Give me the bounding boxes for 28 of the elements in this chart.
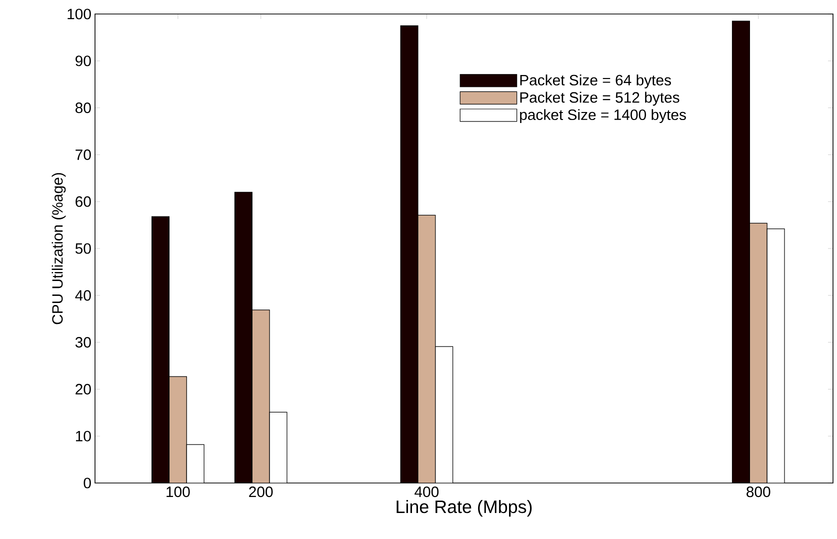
y-tick-label: 60 <box>76 196 91 207</box>
y-tick-label: 10 <box>76 430 91 442</box>
x-tick-label: 400 <box>414 486 439 498</box>
bar <box>234 192 252 484</box>
y-tick-label: 70 <box>76 149 91 160</box>
y-axis-title: CPU Utilization (%age) <box>52 173 66 324</box>
bar <box>400 25 418 484</box>
x-axis-title: Line Rate (Mbps) <box>396 500 532 517</box>
y-tick-label: 80 <box>76 102 91 114</box>
x-tick-label: 200 <box>249 486 273 498</box>
bar <box>749 222 768 484</box>
bar <box>152 216 170 484</box>
legend-label: Packet Size = 64 bytes <box>520 74 671 88</box>
x-tick-label: 100 <box>166 486 190 498</box>
bar <box>732 20 750 484</box>
y-tick-label: 90 <box>76 56 91 66</box>
y-tick-label: 40 <box>75 290 91 301</box>
x-tick-label: 800 <box>746 486 770 498</box>
y-tick-label: 0 <box>84 478 91 488</box>
y-tick-label: 100 <box>68 8 91 20</box>
legend-label: Packet Size = 512 bytes <box>520 92 680 106</box>
y-tick-label: 50 <box>75 243 91 254</box>
y-tick-label: 30 <box>75 337 91 348</box>
bar <box>168 376 187 484</box>
bar <box>418 214 436 484</box>
bar <box>252 310 270 484</box>
y-tick-label: 20 <box>76 384 91 394</box>
legend-label: packet Size = 1400 bytes <box>520 109 686 123</box>
